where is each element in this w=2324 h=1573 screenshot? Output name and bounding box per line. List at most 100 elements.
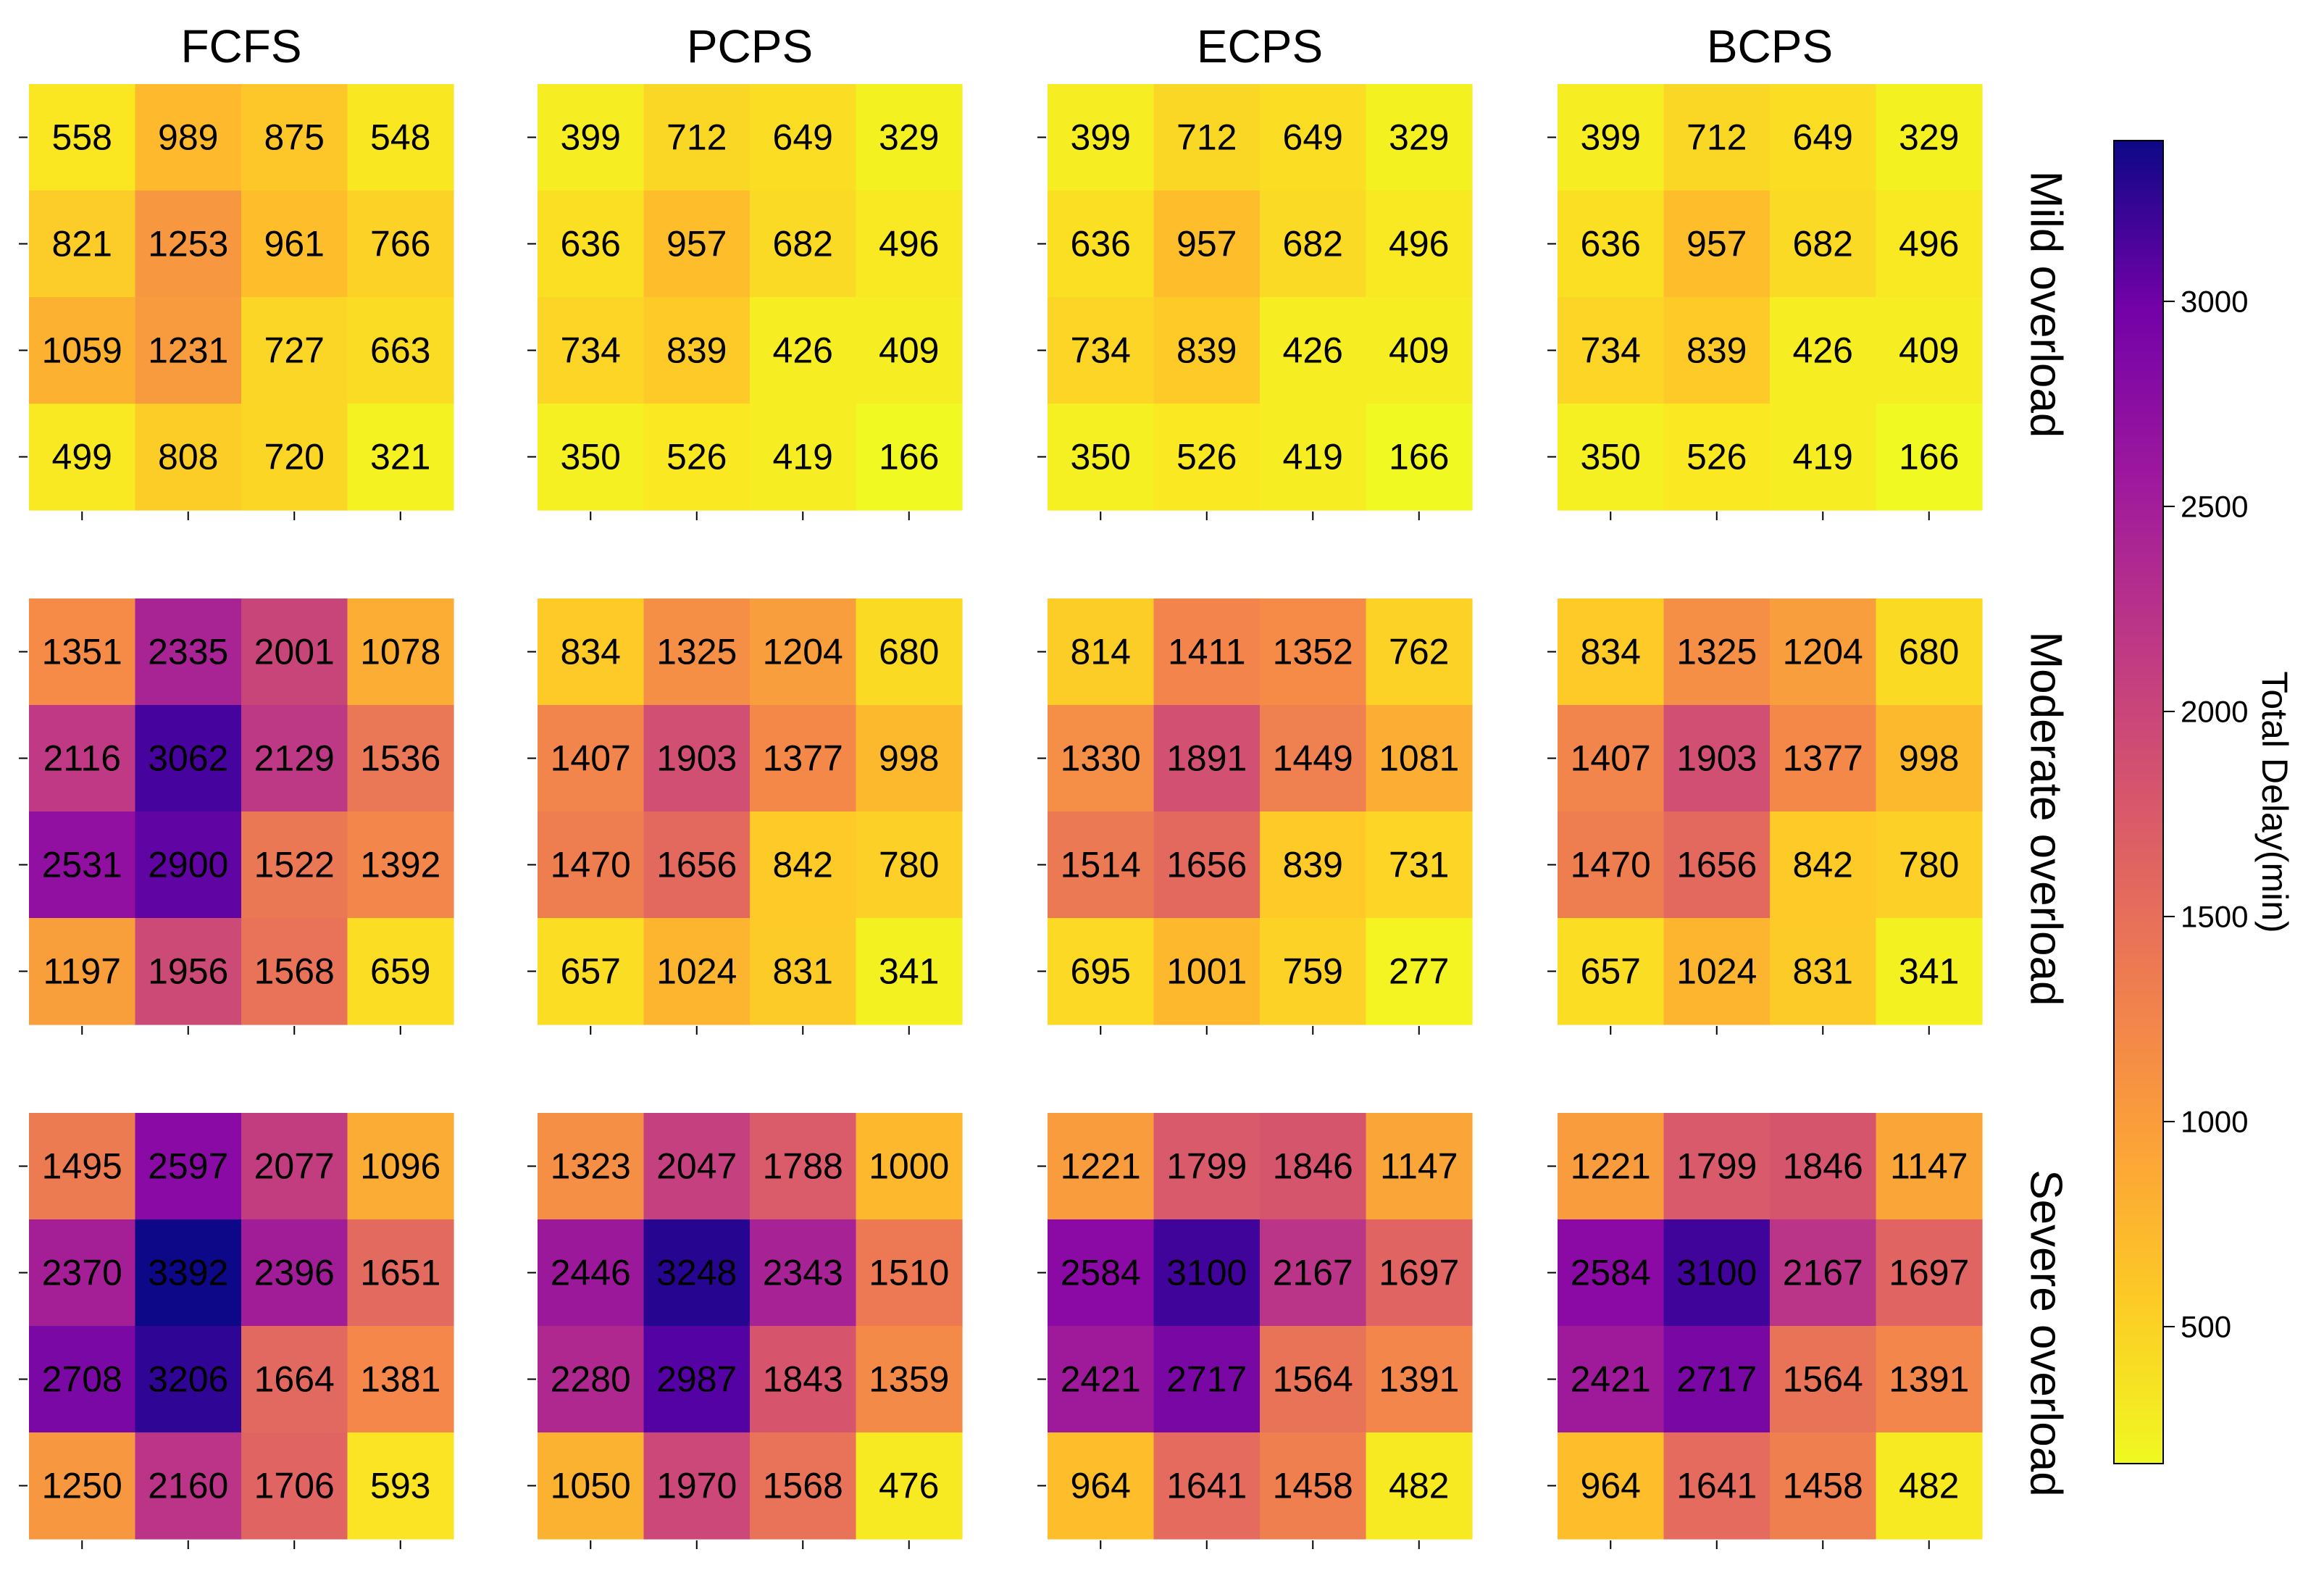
cell-value: 2001 [254,632,335,672]
cell-value: 399 [561,117,621,158]
cell-value: 2900 [148,845,228,885]
heatmap-cell [1558,1326,1665,1433]
cell-value: 1024 [656,951,737,992]
cell-value: 682 [1793,224,1853,264]
heatmap-cell [1558,404,1665,511]
heatmap-cell [538,297,645,404]
cell-value: 1970 [656,1466,737,1506]
cell-value: 1221 [1061,1146,1141,1187]
cell-value: 1325 [656,632,737,672]
heatmap-cell [750,705,857,812]
cell-value: 526 [666,437,727,477]
cell-value: 712 [1176,117,1237,158]
heatmap-cell [135,811,242,919]
heatmap-cell [856,1432,963,1540]
cell-value: 1197 [43,951,121,992]
heatmap-cell [1770,84,1877,191]
cell-value: 277 [1389,951,1449,992]
heatmap-cell [241,811,348,919]
heatmap-cell [1663,84,1771,191]
heatmap-cell [347,404,454,511]
cell-value: 821 [52,224,112,264]
cell-value: 1458 [1783,1466,1863,1506]
heatmap-cell [1260,84,1367,191]
cell-value: 2280 [551,1359,631,1400]
heatmap-cell [538,404,645,511]
cell-value: 1407 [551,738,631,779]
heatmap-cell [29,84,136,191]
heatmap-cell [1048,84,1155,191]
heatmap-cell [135,1113,242,1220]
heatmap-cell [750,191,857,298]
heatmap-cell [643,1219,751,1327]
cell-value: 1391 [1379,1359,1459,1400]
heatmap-cell [135,191,242,298]
heatmap-cell [29,811,136,919]
heatmap-cell [1663,811,1771,919]
cell-value: 1000 [869,1146,949,1187]
cell-value: 329 [1899,117,1959,158]
heatmap-cell [1876,191,1983,298]
heatmap-cell [856,84,963,191]
cell-value: 682 [1283,224,1343,264]
cell-value: 1250 [42,1466,122,1506]
heatmap-cell [29,918,136,1025]
heatmap-cell [1663,1326,1771,1433]
heatmap-cell [1366,705,1473,812]
cell-value: 2077 [254,1146,335,1187]
cell-value: 350 [1071,437,1131,477]
cell-value: 842 [773,845,833,885]
heatmap-cell [1153,918,1261,1025]
heatmap-cell [29,1219,136,1327]
heatmap-cell [643,297,751,404]
cell-value: 875 [264,117,325,158]
heatmap-cell [1260,1326,1367,1433]
panel-2-0: 1495 2597 2077 1096 2370 3392 2396 1651 2708 3206… [19,1113,454,1549]
cell-value: 426 [773,330,833,371]
cell-value: 1846 [1273,1146,1353,1187]
cell-value: 1846 [1783,1146,1863,1187]
heatmap-cell [29,404,136,511]
cell-value: 1903 [1676,738,1757,779]
heatmap-cell [538,598,645,706]
cell-value: 2584 [1571,1253,1651,1293]
cell-value: 727 [264,330,325,371]
heatmap-cell [1260,404,1367,511]
heatmap-cell [856,191,963,298]
cell-value: 1799 [1676,1146,1757,1187]
heatmap-cell [1876,598,1983,706]
cell-value: 593 [370,1466,430,1506]
cell-value: 419 [1793,437,1853,477]
heatmap-cell [1558,1432,1665,1540]
colorbar-label: Total Delay(min) [2254,671,2295,932]
heatmap-cell [1153,1219,1261,1327]
cell-value: 659 [370,951,430,992]
cell-value: 3100 [1676,1253,1757,1293]
cell-value: 834 [1581,632,1641,672]
cell-value: 1050 [551,1466,631,1506]
cell-value: 834 [561,632,621,672]
cell-value: 1656 [1166,845,1247,885]
heatmap-cell [1663,598,1771,706]
heatmap-cell [643,1432,751,1540]
heatmap-cell [750,1113,857,1220]
cell-value: 1449 [1273,738,1353,779]
heatmap-cell [1260,1113,1367,1220]
heatmap-cell [1153,1326,1261,1433]
heatmap-cell [1663,1219,1771,1327]
heatmap-cell [1366,84,1473,191]
panel-0-3: 399 712 649 329 636 957 682 496 734 839 426 409 350 5… [1547,84,1983,520]
heatmap-cell [1366,1113,1473,1220]
heatmap-cell [347,1219,454,1327]
heatmap-cell [1876,84,1983,191]
heatmap-cell [1876,404,1983,511]
heatmap-cell [1663,1432,1771,1540]
heatmap-cell [135,84,242,191]
cell-value: 1891 [1166,738,1247,779]
cell-value: 2047 [656,1146,737,1187]
heatmap-cell [1153,811,1261,919]
cell-value: 964 [1071,1466,1131,1506]
heatmap-panels: 558 989 875 548 821 1253 961 766 1059 1231 727 663 4… [19,84,1983,1549]
heatmap-cell [29,598,136,706]
cell-value: 1495 [42,1146,122,1187]
